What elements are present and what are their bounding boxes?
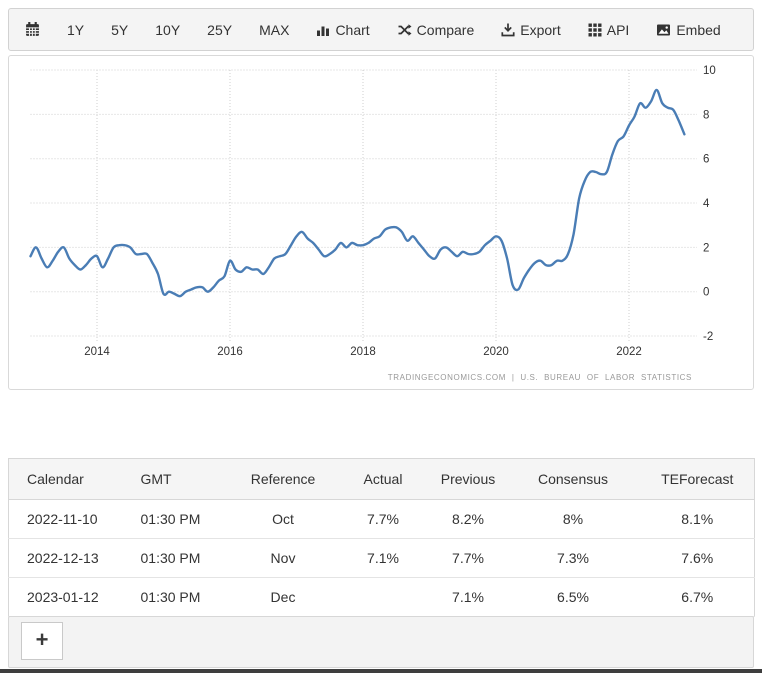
api-button[interactable]: API bbox=[588, 21, 630, 38]
y-axis-tick-label: 6 bbox=[703, 154, 709, 166]
range-button-10y[interactable]: 10Y bbox=[155, 21, 181, 38]
embed-button-label: Embed bbox=[676, 21, 721, 38]
cell-calendar: 2022-11-10 bbox=[8, 499, 141, 539]
table-row[interactable]: 2022-12-13 01:30 PM Nov 7.1% 7.7% 7.3% 7… bbox=[8, 538, 755, 578]
range-button-1y[interactable]: 1Y bbox=[67, 21, 85, 38]
api-button-label: API bbox=[606, 21, 630, 38]
x-axis-tick-label: 2014 bbox=[84, 346, 110, 358]
cell-teforecast: 7.6% bbox=[640, 538, 755, 578]
cell-consensus: 7.3% bbox=[505, 538, 641, 578]
add-row-button[interactable]: + bbox=[21, 622, 63, 660]
compare-button-label: Compare bbox=[416, 21, 475, 38]
chart-button[interactable]: Chart bbox=[316, 21, 370, 38]
cell-teforecast: 8.1% bbox=[640, 499, 755, 539]
y-axis-tick-label: 0 bbox=[703, 287, 709, 299]
calendar-table: Calendar GMT Reference Actual Previous C… bbox=[8, 458, 755, 617]
chart-toolbar: 1Y 5Y 10Y 25Y MAX Chart Compare E bbox=[8, 8, 754, 51]
y-axis-tick-label: 8 bbox=[703, 109, 709, 121]
cell-actual: 7.1% bbox=[335, 538, 431, 578]
chart-panel: 10 8 6 4 2 0 -2 2014 2016 2018 2020 2022 TRADINGECO… bbox=[8, 55, 754, 390]
cell-reference: Nov bbox=[230, 538, 336, 578]
header-previous: Previous bbox=[430, 458, 506, 500]
table-row[interactable]: 2022-11-10 01:30 PM Oct 7.7% 8.2% 8% 8.1… bbox=[8, 499, 755, 539]
range-button-max[interactable]: MAX bbox=[259, 21, 290, 38]
header-gmt: GMT bbox=[140, 458, 231, 500]
compare-button[interactable]: Compare bbox=[397, 21, 475, 38]
calendar-icon bbox=[26, 22, 39, 36]
download-icon bbox=[501, 23, 515, 36]
header-teforecast: TEForecast bbox=[640, 458, 755, 500]
range-button-25y[interactable]: 25Y bbox=[207, 21, 233, 38]
cell-reference: Dec bbox=[230, 577, 336, 617]
cell-calendar: 2023-01-12 bbox=[8, 577, 141, 617]
cell-gmt: 01:30 PM bbox=[140, 499, 231, 539]
chart-button-label: Chart bbox=[335, 21, 370, 38]
cell-gmt: 01:30 PM bbox=[140, 577, 231, 617]
y-axis-tick-label: -2 bbox=[703, 331, 713, 343]
cell-consensus: 8% bbox=[505, 499, 641, 539]
export-button[interactable]: Export bbox=[501, 21, 561, 38]
cell-consensus: 6.5% bbox=[505, 577, 641, 617]
x-axis-tick-label: 2022 bbox=[616, 346, 642, 358]
y-axis-tick-label: 2 bbox=[703, 242, 709, 254]
cell-teforecast: 6.7% bbox=[640, 577, 755, 617]
x-axis-tick-label: 2018 bbox=[350, 346, 376, 358]
export-button-label: Export bbox=[520, 21, 561, 38]
cell-previous: 7.1% bbox=[430, 577, 506, 617]
range-button-5y[interactable]: 5Y bbox=[111, 21, 129, 38]
inflation-series-line bbox=[29, 88, 686, 298]
image-icon bbox=[657, 24, 671, 35]
bottom-dark-divider bbox=[0, 669, 762, 673]
cell-actual: 7.7% bbox=[335, 499, 431, 539]
table-header-row: Calendar GMT Reference Actual Previous C… bbox=[8, 458, 755, 500]
cell-reference: Oct bbox=[230, 499, 336, 539]
y-axis-tick-label: 4 bbox=[703, 198, 710, 210]
table-footer-bar: + bbox=[8, 616, 754, 668]
header-actual: Actual bbox=[335, 458, 431, 500]
x-axis-tick-label: 2016 bbox=[217, 346, 243, 358]
header-reference: Reference bbox=[230, 458, 336, 500]
bar-chart-icon bbox=[317, 26, 330, 36]
calendar-button[interactable] bbox=[25, 22, 40, 37]
cell-previous: 7.7% bbox=[430, 538, 506, 578]
table-row[interactable]: 2023-01-12 01:30 PM Dec 7.1% 6.5% 6.7% bbox=[8, 577, 755, 617]
chart-watermark: TRADINGECONOMICS.COM | U.S. BUREAU OF LA… bbox=[387, 373, 692, 382]
grid-icon bbox=[588, 23, 602, 36]
inflation-line-chart[interactable]: 10 8 6 4 2 0 -2 2014 2016 2018 2020 2022 bbox=[9, 56, 753, 389]
x-axis-tick-label: 2020 bbox=[483, 346, 509, 358]
cell-calendar: 2022-12-13 bbox=[8, 538, 141, 578]
shuffle-icon bbox=[398, 23, 412, 36]
cell-gmt: 01:30 PM bbox=[140, 538, 231, 578]
header-consensus: Consensus bbox=[505, 458, 641, 500]
cell-actual bbox=[335, 577, 431, 617]
y-axis-tick-label: 10 bbox=[703, 65, 716, 77]
embed-button[interactable]: Embed bbox=[656, 21, 721, 38]
header-calendar: Calendar bbox=[8, 458, 141, 500]
cell-previous: 8.2% bbox=[430, 499, 506, 539]
